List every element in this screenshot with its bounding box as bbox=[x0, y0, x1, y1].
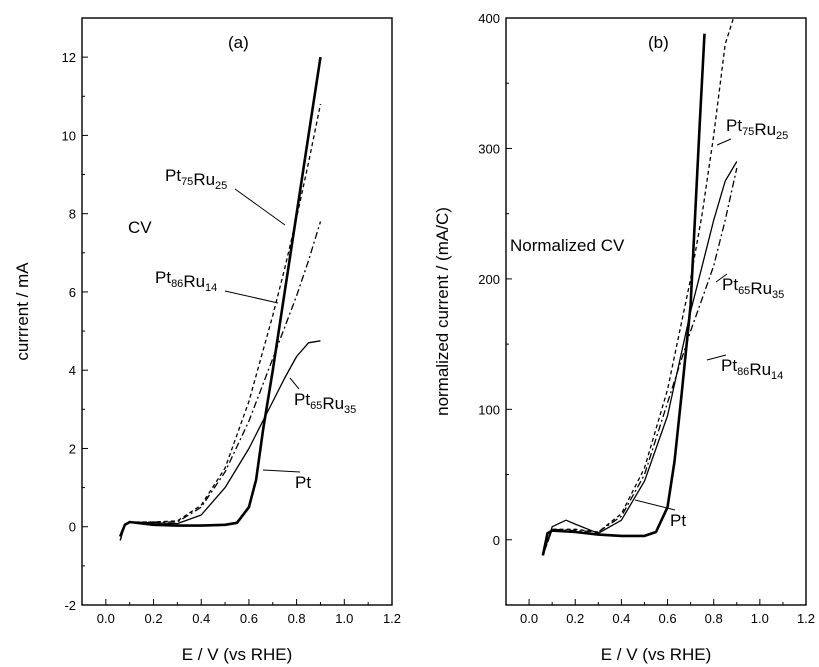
x-tick-label: 0.6 bbox=[658, 611, 676, 626]
series-line-1 bbox=[542, 18, 735, 556]
series-line-1 bbox=[119, 103, 322, 541]
chart-annotation: Normalized CV bbox=[510, 236, 625, 255]
x-axis-title: E / V (vs RHE) bbox=[601, 645, 712, 664]
y-tick-label: 400 bbox=[478, 11, 500, 26]
leader-line-2 bbox=[224, 290, 279, 304]
leader-line-3 bbox=[289, 377, 300, 390]
y-tick-label: 0 bbox=[69, 520, 76, 535]
x-tick-label: 0.0 bbox=[97, 611, 115, 626]
y-tick-label: -2 bbox=[64, 598, 76, 613]
y-tick-label: 4 bbox=[69, 363, 76, 378]
x-tick-label: 1.0 bbox=[335, 611, 353, 626]
leader-line-1 bbox=[716, 138, 732, 146]
leader-line-1 bbox=[234, 188, 286, 226]
series-line-3 bbox=[119, 340, 321, 537]
y-tick-label: 8 bbox=[69, 207, 76, 222]
x-axis-title: E / V (vs RHE) bbox=[182, 645, 293, 664]
plot-frame bbox=[505, 17, 807, 606]
series-label-2: Pt86Ru14 bbox=[155, 268, 217, 294]
y-axis-title: currrent / mA bbox=[13, 262, 32, 361]
leader-line-3 bbox=[715, 273, 728, 283]
x-tick-label: 0.6 bbox=[240, 611, 258, 626]
panel-label: (b) bbox=[648, 33, 669, 52]
series-label-3: Pt65Ru35 bbox=[294, 390, 356, 416]
panel-a-cv-current: 0.0 0.2 0.4 0.6 0.8 1.0 1.2 -2 0 2 4 6 8 10 12 E / V (v… bbox=[13, 17, 401, 664]
series-label-0: Pt bbox=[670, 511, 686, 530]
x-tick-label: 1.2 bbox=[383, 611, 401, 626]
x-tick-label: 1.0 bbox=[751, 611, 769, 626]
leader-line-0 bbox=[262, 469, 301, 473]
series-line-0 bbox=[541, 33, 706, 556]
x-tick-label: 1.2 bbox=[797, 611, 815, 626]
x-tick-label: 0.4 bbox=[192, 611, 210, 626]
y-axis-title: normalized current / (mA/C) bbox=[433, 207, 452, 416]
leader-line-2 bbox=[706, 354, 727, 361]
panel-b-normalized-cv: 0.0 0.2 0.4 0.6 0.8 1.0 1.2 0 100 200 300 400 E / V … bbox=[433, 11, 815, 664]
y-tick-label: 12 bbox=[62, 50, 76, 65]
leader-line-0 bbox=[634, 499, 676, 511]
x-tick-label: 0.2 bbox=[566, 611, 584, 626]
series-label-3: Pt65Ru35 bbox=[722, 275, 784, 301]
series-label-2: Pt86Ru14 bbox=[721, 356, 783, 382]
series-line-0 bbox=[118, 56, 322, 537]
x-tick-label: 0.4 bbox=[612, 611, 630, 626]
panel-label: (a) bbox=[228, 33, 249, 52]
x-tick-label: 0.2 bbox=[144, 611, 162, 626]
series-line-2 bbox=[542, 167, 738, 556]
series-label-1: Pt75Ru25 bbox=[165, 166, 227, 192]
y-tick-label: 300 bbox=[478, 141, 500, 156]
x-tick-label: 0.0 bbox=[520, 611, 538, 626]
plot-frame bbox=[81, 17, 393, 606]
series-line-2 bbox=[119, 221, 322, 541]
series-label-1: Pt75Ru25 bbox=[726, 116, 788, 142]
y-tick-label: 100 bbox=[478, 402, 500, 417]
y-tick-label: 6 bbox=[69, 285, 76, 300]
x-tick-label: 0.8 bbox=[705, 611, 723, 626]
y-tick-label: 2 bbox=[69, 441, 76, 456]
x-tick-label: 0.8 bbox=[288, 611, 306, 626]
chart-annotation: CV bbox=[128, 218, 152, 237]
series-line-3 bbox=[542, 161, 738, 556]
y-tick-label: 200 bbox=[478, 272, 500, 287]
y-tick-label: 0 bbox=[493, 533, 500, 548]
y-tick-label: 10 bbox=[62, 128, 76, 143]
series-label-0: Pt bbox=[295, 473, 311, 492]
